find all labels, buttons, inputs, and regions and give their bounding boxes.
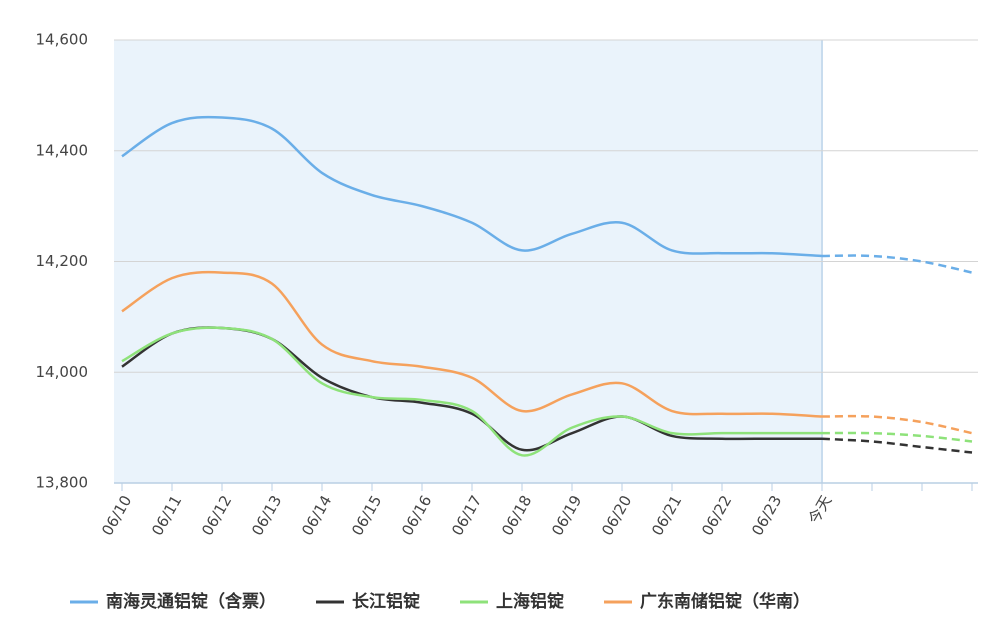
x-tick-label: 06/15 bbox=[348, 492, 385, 538]
x-tick-label: 06/17 bbox=[448, 492, 485, 538]
x-tick-label: 06/12 bbox=[198, 492, 235, 538]
x-tick-label: 06/11 bbox=[148, 492, 185, 538]
x-tick-label: 今天 bbox=[805, 492, 836, 527]
series-line bbox=[121, 326, 822, 457]
x-tick-label: 06/14 bbox=[298, 492, 335, 538]
y-tick-label: 13,800 bbox=[36, 474, 89, 492]
y-tick-label: 14,200 bbox=[36, 252, 89, 270]
x-tick-label: 06/22 bbox=[698, 492, 735, 538]
x-tick-label: 06/20 bbox=[598, 492, 635, 538]
x-tick-label: 06/13 bbox=[248, 492, 285, 538]
legend-label: 南海灵通铝锭（含票） bbox=[106, 591, 276, 612]
x-tick-label: 06/16 bbox=[398, 492, 435, 538]
y-tick-label: 14,600 bbox=[36, 31, 89, 49]
legend-label: 上海铝锭 bbox=[496, 591, 564, 612]
y-tick-label: 14,000 bbox=[36, 363, 89, 381]
series-line bbox=[121, 270, 823, 418]
y-tick-label: 14,400 bbox=[36, 141, 89, 159]
legend-label: 广东南储铝锭（华南） bbox=[640, 591, 810, 612]
x-tick-label: 06/23 bbox=[748, 492, 785, 538]
projected-line bbox=[821, 414, 973, 435]
projected-line bbox=[821, 254, 973, 274]
series-line bbox=[121, 115, 823, 258]
x-tick-label: 06/21 bbox=[648, 492, 685, 538]
x-tick-label: 06/18 bbox=[498, 492, 535, 538]
projected-line bbox=[821, 437, 973, 454]
x-tick-label: 06/19 bbox=[548, 492, 585, 538]
x-tick-label: 06/10 bbox=[98, 492, 135, 538]
projected-line bbox=[821, 431, 973, 443]
legend-label: 长江铝锭 bbox=[352, 591, 420, 612]
